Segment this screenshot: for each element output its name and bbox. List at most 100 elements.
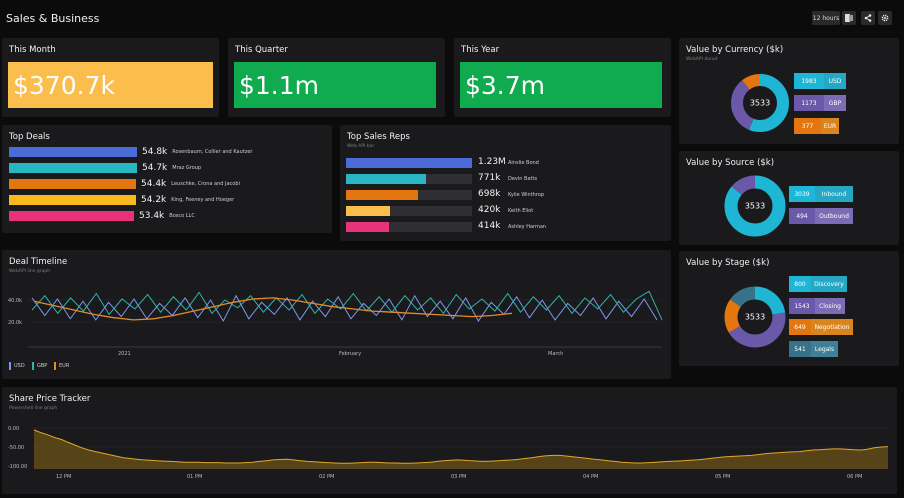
deal-value: 54.8k	[142, 147, 168, 157]
deal-name: Rosenbaum, Collier and Kautzer	[172, 149, 253, 155]
x-tick-label: March	[548, 351, 563, 357]
rep-value: 414k	[478, 221, 501, 231]
legend-label: Negotiation	[811, 319, 853, 335]
y-tick-label: 0.00	[8, 426, 19, 432]
x-tick-label: 04 PM	[583, 474, 598, 480]
panel-title: Top Sales Reps	[347, 132, 410, 142]
deal-row[interactable]: 54.4k Leuschke, Crona and Jacobi	[9, 179, 240, 189]
legend-usd[interactable]: 1983 USD	[794, 73, 846, 89]
legend-value: 1173	[794, 95, 824, 111]
rep-name: Kylie Winthrop	[508, 192, 545, 198]
gear-icon	[881, 14, 889, 22]
legend-label: Discovery	[811, 276, 847, 292]
deal-name: Bosco LLC	[169, 213, 195, 219]
panel-subtitle: WebAPI line graph	[9, 269, 51, 274]
rep-bar	[346, 206, 390, 216]
legend-value: 541	[789, 341, 811, 357]
legend-item-usd[interactable]: USD	[9, 362, 25, 370]
deal-bar	[9, 211, 134, 221]
rep-track	[346, 206, 472, 216]
legend-swatch	[54, 362, 56, 370]
top-deals-panel: Top Deals 54.8k Rosenbaum, Collier and Ka…	[2, 125, 332, 233]
kpi-this-year: This Year $3.7m	[454, 38, 671, 117]
series-line-gbp	[31, 290, 663, 321]
settings-button[interactable]	[878, 11, 892, 25]
deal-bar	[9, 179, 136, 189]
currency-donut[interactable]	[730, 73, 790, 133]
y-tick-label: -100.00	[8, 464, 27, 470]
deal-name: Mraz Group	[172, 165, 202, 171]
deal-name: King, Feeney and Hoeger	[171, 197, 235, 203]
stage-panel: Value by Stage ($k) 3533 800 Discovery 15…	[679, 251, 899, 366]
donut-total: 3533	[744, 312, 766, 322]
kpi-title: This Month	[9, 45, 56, 55]
rep-bar	[346, 190, 418, 200]
panel-subtitle: Powershell line graph	[9, 406, 58, 411]
share-price-chart[interactable]: 0.00 -50.00 -100.00 12 PM 01 PM 02 PM 03…	[2, 387, 897, 494]
legend-label: GBP	[37, 363, 48, 369]
donut-slice-gbp	[731, 74, 789, 132]
donut-total: 3533	[744, 201, 766, 211]
legend-swatch	[32, 362, 34, 370]
rep-name: Devin Batts	[508, 176, 538, 182]
share-button[interactable]	[861, 11, 875, 25]
legend-label: Inbound	[815, 186, 853, 202]
kpi-value: $1.1m	[234, 62, 436, 108]
deal-row[interactable]: 54.8k Rosenbaum, Collier and Kautzer	[9, 147, 252, 157]
deal-timeline-chart[interactable]: 40.0k 20.0k 2021 February March	[2, 250, 671, 379]
legend-legals[interactable]: 541 Legals	[789, 341, 838, 357]
panel-title: Deal Timeline	[9, 257, 68, 267]
deal-row[interactable]: 54.7k Mraz Group	[9, 163, 201, 173]
share-series-group	[33, 429, 889, 469]
legend-gbp[interactable]: 1173 GBP	[794, 95, 846, 111]
kpi-value: $3.7m	[460, 62, 662, 108]
legend-outbound[interactable]: 494 Outbound	[789, 208, 853, 224]
legend-value: 1983	[794, 73, 824, 89]
export-excel-button[interactable]	[842, 11, 856, 25]
currency-panel: Value by Currency ($k) WebAPI donut 3533…	[679, 38, 899, 144]
legend-negotiation[interactable]: 649 Negotiation	[789, 319, 853, 335]
share-icon	[864, 14, 872, 22]
deal-bar	[9, 195, 136, 205]
x-tick-label: 2021	[118, 351, 131, 357]
donut-slice-legals	[724, 286, 786, 348]
top-reps-panel: Top Sales Reps Web API bar 1.23M Ainslie …	[340, 125, 671, 241]
legend-label: USD	[14, 363, 25, 369]
panel-title: Value by Currency ($k)	[686, 45, 784, 55]
share-price-line	[33, 429, 889, 464]
deal-value: 53.4k	[139, 211, 165, 221]
legend-item-gbp[interactable]: GBP	[32, 362, 47, 370]
legend-label: EUR	[821, 118, 839, 134]
donut-slice-closing	[724, 286, 786, 348]
legend-inbound[interactable]: 3039 Inbound	[789, 186, 853, 202]
timeline-series-group	[31, 290, 663, 323]
legend-label: USD	[824, 73, 846, 89]
legend-value: 377	[794, 118, 821, 134]
share-price-area	[34, 429, 888, 469]
deal-value: 54.2k	[141, 195, 167, 205]
time-range-button[interactable]: 12 hours	[812, 11, 840, 25]
deal-row[interactable]: 54.2k King, Feeney and Hoeger	[9, 195, 234, 205]
legend-value: 800	[789, 276, 811, 292]
legend-value: 649	[789, 319, 811, 335]
legend-label: Outbound	[815, 208, 853, 224]
source-donut[interactable]	[724, 175, 786, 237]
y-tick-label: 40.0k	[8, 298, 22, 304]
donut-total: 3533	[749, 98, 771, 108]
legend-discovery[interactable]: 800 Discovery	[789, 276, 847, 292]
donut-slice-outbound	[724, 175, 786, 237]
legend-label: EUR	[59, 363, 70, 369]
excel-icon	[845, 14, 853, 22]
legend-eur[interactable]: 377 EUR	[794, 118, 839, 134]
legend-label: Legals	[811, 341, 838, 357]
panel-title: Share Price Tracker	[9, 394, 91, 404]
x-tick-label: February	[339, 351, 361, 357]
x-tick-label: 06 PM	[847, 474, 862, 480]
rep-track	[346, 222, 472, 232]
deal-value: 54.7k	[142, 163, 168, 173]
rep-bar	[346, 174, 426, 184]
legend-closing[interactable]: 1543 Closing	[789, 298, 845, 314]
deal-row[interactable]: 53.4k Bosco LLC	[9, 211, 195, 221]
legend-item-eur[interactable]: EUR	[54, 362, 69, 370]
stage-donut[interactable]	[724, 286, 786, 348]
